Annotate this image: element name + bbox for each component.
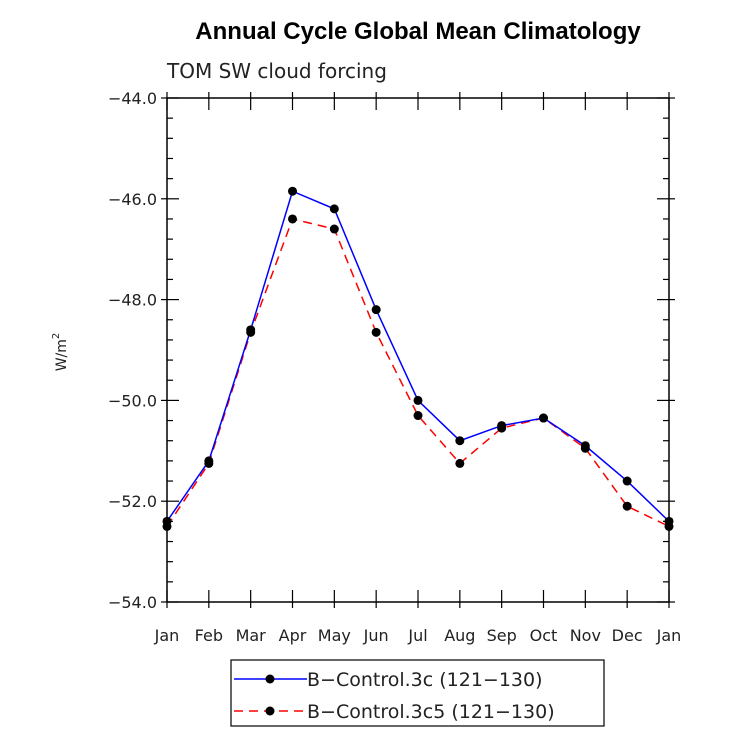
legend: B−Control.3c (121−130) B−Control.3c5 (12…	[230, 659, 605, 727]
y-tick-label: −44.0	[108, 89, 157, 108]
series-line-1	[166, 218, 670, 528]
series-0-point	[455, 436, 465, 446]
legend-marker-control-3c	[265, 674, 275, 684]
chart-title: Annual Cycle Global Mean Climatology	[195, 18, 641, 45]
series-1-point	[497, 423, 507, 433]
series-1-point	[622, 501, 632, 511]
y-axis-label: W/m2	[51, 333, 70, 372]
axis-ticks	[161, 92, 675, 608]
series-layer	[162, 186, 674, 531]
series-1-point	[455, 458, 465, 468]
series-1-point	[204, 458, 214, 468]
series-0-point	[413, 395, 423, 405]
y-axis-label-sup: 2	[51, 333, 62, 339]
series-0-point	[329, 204, 339, 214]
x-tick-label: Jan	[154, 626, 180, 645]
series-1-point	[246, 327, 256, 337]
x-tick-label: Mar	[236, 626, 267, 645]
series-0-point	[371, 305, 381, 315]
series-0-point	[622, 476, 632, 486]
y-tick-label: −48.0	[108, 291, 157, 310]
plot-frame	[166, 97, 670, 603]
y-axis-label-base: W/m	[54, 339, 70, 371]
series-1-point	[371, 327, 381, 337]
x-tick-labels: Jan Feb Mar Apr May Jun Jul Aug Sep Oct Nov Dec Jan	[154, 626, 682, 645]
x-tick-label: Sep	[487, 626, 517, 645]
x-tick-label: Jan	[656, 626, 682, 645]
x-tick-label: Jun	[363, 626, 389, 645]
x-tick-label: May	[318, 626, 351, 645]
legend-label-control-3c5: B−Control.3c5 (121−130)	[307, 701, 555, 723]
series-0-point	[288, 186, 297, 196]
y-tick-labels: −44.0 −46.0 −48.0 −50.0 −52.0 −54.0	[108, 89, 157, 612]
y-tick-label: −50.0	[108, 391, 157, 410]
x-tick-label: Feb	[195, 626, 223, 645]
y-tick-label: −54.0	[108, 593, 157, 612]
legend-box	[230, 659, 605, 727]
x-tick-label: Nov	[570, 626, 601, 645]
y-tick-label: −46.0	[108, 190, 157, 209]
series-1-point	[539, 413, 548, 423]
y-tick-label: −52.0	[108, 492, 157, 511]
series-1-point	[413, 411, 423, 421]
series-1-point	[580, 443, 590, 453]
series-1-point	[664, 521, 674, 531]
legend-marker-control-3c5	[265, 706, 275, 716]
series-1-point	[288, 214, 297, 224]
series-line-0	[166, 190, 670, 522]
x-tick-label: Oct	[530, 626, 558, 645]
chart-subtitle: TOM SW cloud forcing	[166, 59, 387, 83]
x-tick-label: Apr	[279, 626, 307, 645]
legend-label-control-3c: B−Control.3c (121−130)	[307, 669, 543, 691]
x-tick-label: Aug	[444, 626, 475, 645]
x-tick-label: Dec	[612, 626, 643, 645]
series-1-point	[329, 224, 339, 234]
x-tick-label: Jul	[407, 626, 427, 645]
series-1-point	[162, 521, 172, 531]
